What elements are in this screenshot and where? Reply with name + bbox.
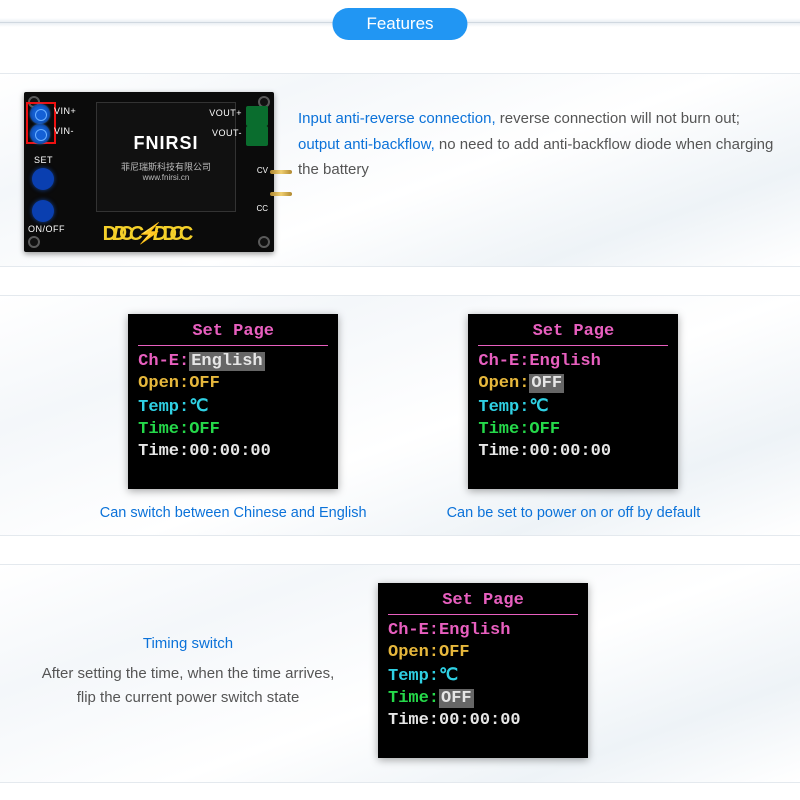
vin-minus-terminal bbox=[30, 124, 50, 144]
section-set-page: Set Page Ch-E:English Open:OFF Temp:℃ Ti… bbox=[0, 295, 800, 536]
vout-minus-terminal bbox=[246, 126, 268, 146]
features-pill: Features bbox=[332, 8, 467, 40]
label-set: SET bbox=[34, 155, 53, 165]
brand-text: FNIRSI bbox=[133, 133, 198, 154]
section-anti-reverse: VIN+ VIN- SET ON/OFF FNIRSI 菲尼瑞斯科技有限公司 w… bbox=[0, 73, 800, 267]
screen-timing: Set Page Ch-E:English Open:OFF Temp:℃ Ti… bbox=[378, 583, 588, 758]
set-button bbox=[32, 168, 54, 190]
label-vout-minus: VOUT- bbox=[212, 128, 242, 138]
label-vin-minus: VIN- bbox=[54, 126, 74, 136]
timing-description: Timing switch After setting the time, wh… bbox=[38, 632, 338, 710]
output-pin-1 bbox=[270, 170, 292, 174]
brand-url: www.fnirsi.cn bbox=[143, 173, 190, 182]
screen-open-default: Set Page Ch-E:English Open:OFF Temp:℃ Ti… bbox=[468, 314, 678, 489]
screen-title: Set Page bbox=[138, 322, 328, 343]
caption-language: Can switch between Chinese and English bbox=[100, 505, 367, 521]
label-cv: CV bbox=[257, 166, 268, 175]
hl-input-antireverse: Input anti-reverse connection, bbox=[298, 110, 496, 127]
selected-language: English bbox=[189, 352, 264, 371]
pcb-display: FNIRSI 菲尼瑞斯科技有限公司 www.fnirsi.cn bbox=[96, 102, 236, 212]
section-timing: Timing switch After setting the time, wh… bbox=[0, 564, 800, 783]
selected-open: OFF bbox=[529, 374, 564, 393]
pcb-module: VIN+ VIN- SET ON/OFF FNIRSI 菲尼瑞斯科技有限公司 w… bbox=[24, 92, 274, 252]
brand-cn: 菲尼瑞斯科技有限公司 bbox=[121, 160, 211, 173]
section1-description: Input anti-reverse connection, reverse c… bbox=[298, 92, 776, 183]
onoff-button bbox=[32, 200, 54, 222]
caption-open-default: Can be set to power on or off by default bbox=[447, 505, 701, 521]
label-vin-plus: VIN+ bbox=[54, 106, 76, 116]
bolt-icon: DC⚡DC bbox=[24, 221, 274, 246]
selected-time: OFF bbox=[439, 689, 474, 708]
vout-plus-terminal bbox=[246, 106, 268, 126]
screen-language: Set Page Ch-E:English Open:OFF Temp:℃ Ti… bbox=[128, 314, 338, 489]
hl-output-antibackflow: output anti-backflow, bbox=[298, 136, 435, 153]
header-band: Features bbox=[0, 0, 800, 45]
vin-plus-terminal bbox=[30, 104, 50, 124]
output-pin-2 bbox=[270, 192, 292, 196]
timing-heading: Timing switch bbox=[38, 632, 338, 656]
label-vout-plus: VOUT+ bbox=[209, 108, 242, 118]
label-cc: CC bbox=[256, 204, 268, 213]
